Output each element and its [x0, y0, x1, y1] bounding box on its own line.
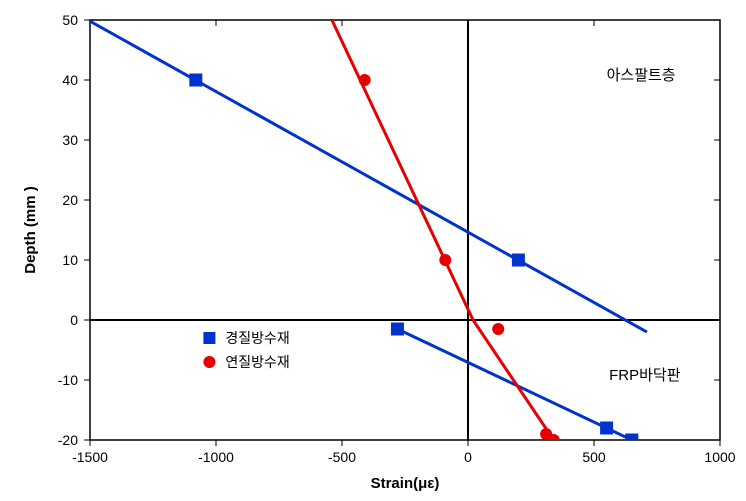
chart-container: -1500 -1000 -500 0 500 1000 -20 -10 0 10 20 30 40 50 S…	[0, 0, 746, 501]
y-tick-label: 20	[62, 192, 78, 208]
chart-svg: -1500 -1000 -500 0 500 1000 -20 -10 0 10 20 30 40 50 S…	[0, 0, 746, 501]
legend-marker	[203, 356, 215, 368]
y-tick-label: 40	[62, 72, 78, 88]
x-axis-title: Strain(με)	[371, 475, 440, 492]
y-tick-label: 30	[62, 132, 78, 148]
y-axis-title: Depth (mm )	[22, 186, 39, 274]
marker-circle	[440, 255, 451, 266]
marker-square	[512, 254, 524, 266]
series-line-0	[90, 21, 647, 332]
x-tick-label: 500	[582, 449, 606, 465]
marker-circle	[359, 75, 370, 86]
series-line-1	[332, 20, 473, 320]
marker-square	[190, 74, 202, 86]
marker-square	[391, 323, 403, 335]
region-label: FRP바닥판	[609, 367, 681, 384]
x-tick-label: -500	[328, 449, 356, 465]
y-tick-label: -10	[58, 372, 78, 388]
legend-marker	[203, 332, 215, 344]
legend-label: 경질방수재	[225, 330, 289, 346]
series-line-1	[473, 320, 554, 440]
series-group	[90, 20, 647, 446]
region-label: 아스팔트층	[607, 67, 676, 84]
marker-circle	[493, 324, 504, 335]
marker-circle	[548, 435, 559, 446]
x-tick-label: 1000	[704, 449, 735, 465]
y-tick-label: 10	[62, 252, 78, 268]
x-tick-label: -1500	[72, 449, 108, 465]
y-tick-label: 50	[62, 12, 78, 28]
y-tick-label: -20	[58, 432, 78, 448]
y-tick-label: 0	[70, 312, 78, 328]
marker-square	[626, 434, 638, 446]
marker-square	[601, 422, 613, 434]
x-tick-label: 0	[464, 449, 472, 465]
x-tick-label: -1000	[198, 449, 234, 465]
legend-label: 연질방수재	[225, 354, 289, 370]
